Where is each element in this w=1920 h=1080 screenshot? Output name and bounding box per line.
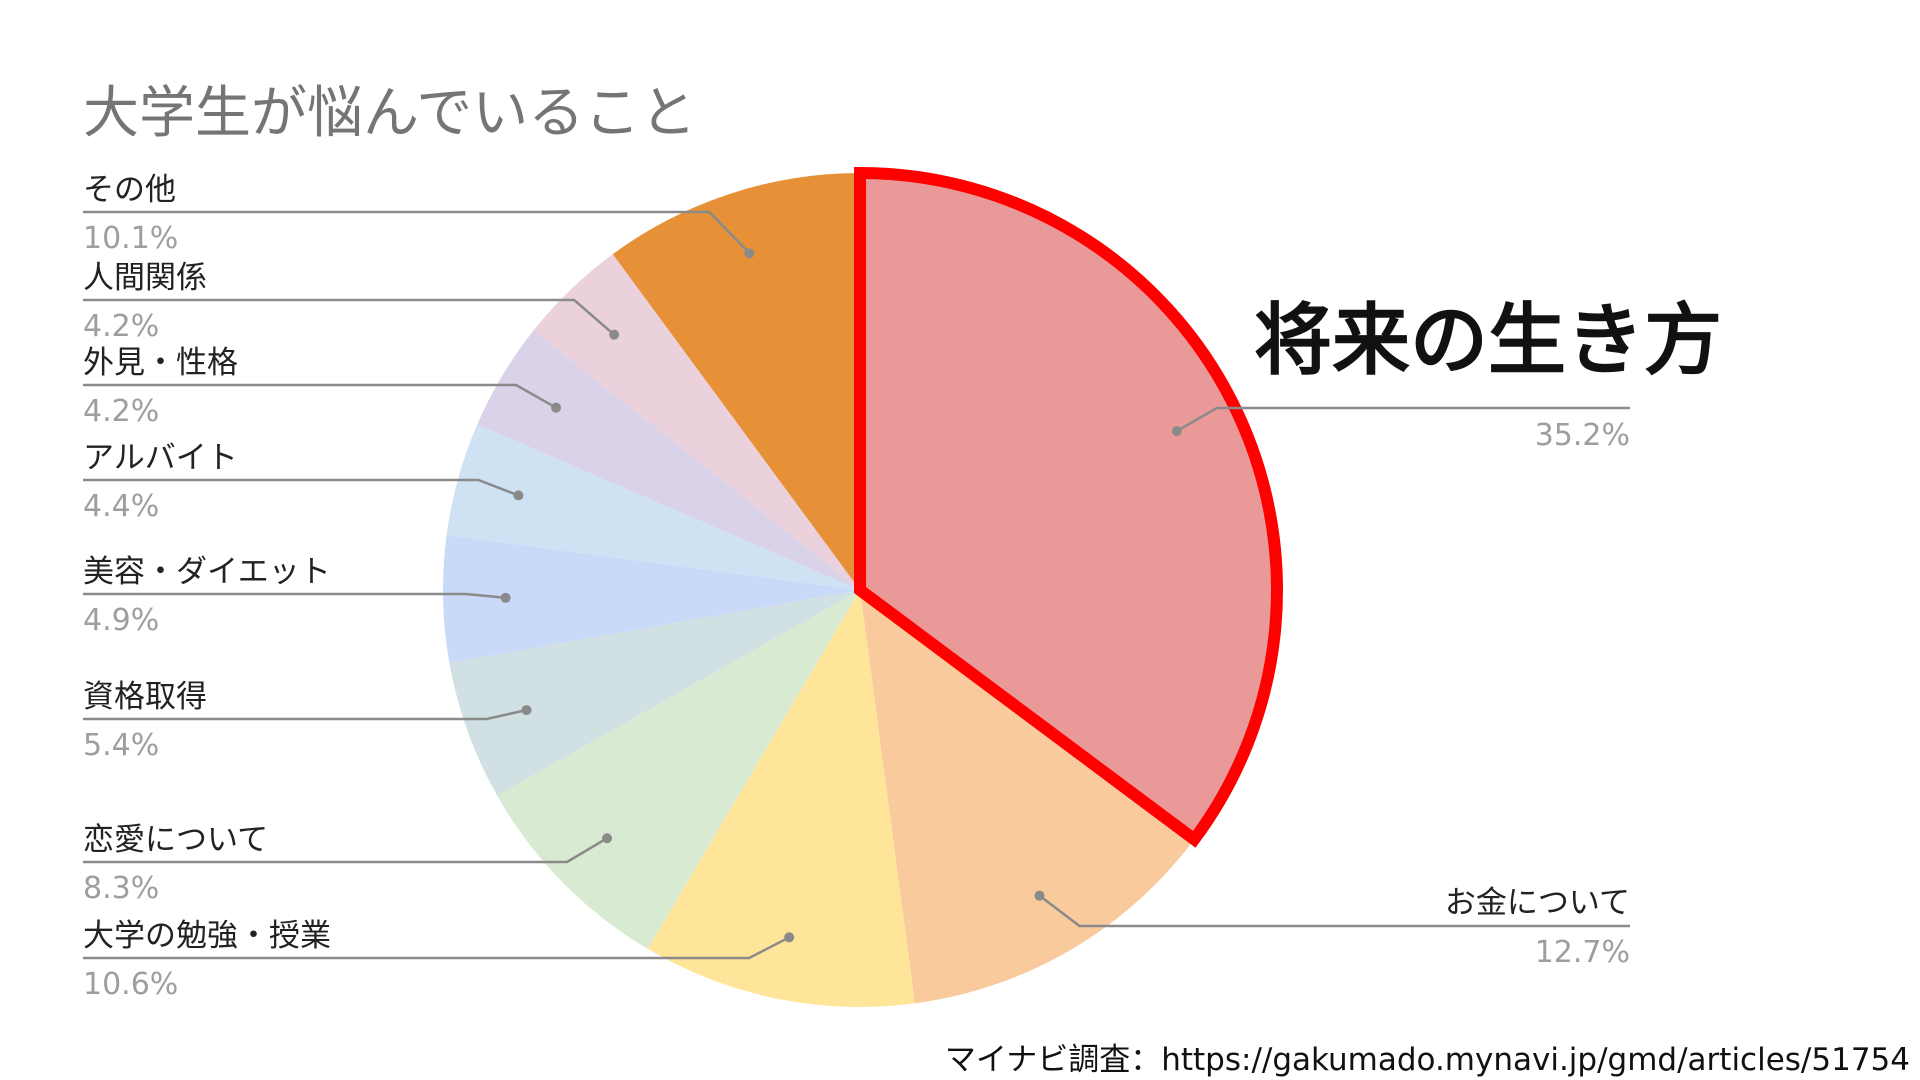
- leader-line: [83, 592, 506, 600]
- category-label: 美容・ダイエット: [83, 554, 331, 590]
- pie-slice: [860, 173, 1277, 840]
- pie-slice: [449, 590, 860, 796]
- pie-slice: [612, 173, 860, 590]
- leader-line: [83, 210, 751, 255]
- leader-line: [83, 478, 519, 497]
- leader-line: [83, 708, 527, 721]
- percent-label: 10.6%: [83, 967, 178, 1002]
- pie-slice: [860, 590, 1195, 1004]
- percent-label: 35.2%: [1535, 418, 1630, 453]
- leader-line: [83, 936, 790, 960]
- category-label: 恋愛について: [83, 822, 268, 858]
- percent-label: 8.3%: [83, 871, 159, 906]
- percent-label: 4.4%: [83, 489, 159, 524]
- leader-line: [83, 298, 615, 336]
- highlight-layer: [854, 166, 1283, 848]
- percent-label: 4.2%: [83, 309, 159, 344]
- percent-label: 12.7%: [1535, 935, 1630, 970]
- pie-slice: [443, 535, 860, 663]
- leader-line: [83, 383, 557, 409]
- category-label: お金について: [1445, 885, 1630, 921]
- leader-line: [1176, 406, 1630, 433]
- percent-label: 5.4%: [83, 728, 159, 763]
- source-note: マイナビ調査：https://gakumado.mynavi.jp/gmd/ar…: [945, 1042, 1910, 1078]
- pie-slice: [497, 590, 860, 949]
- category-label: アルバイト: [83, 440, 238, 476]
- category-label: 人間関係: [83, 260, 207, 296]
- callout-label: 将来の生き方: [1254, 296, 1722, 386]
- percent-label: 4.2%: [83, 394, 159, 429]
- chart-title: 大学生が悩んでいること: [83, 81, 696, 146]
- percent-label: 4.9%: [83, 603, 159, 638]
- leader-line: [83, 837, 608, 864]
- leader-line: [1038, 894, 1630, 928]
- pie-slice: [446, 424, 860, 590]
- category-label: その他: [83, 172, 176, 208]
- pie-slice: [477, 330, 860, 590]
- category-label: 外見・性格: [83, 345, 238, 381]
- pie-slice: [647, 590, 915, 1008]
- percent-label: 10.1%: [83, 221, 178, 256]
- category-label: 大学の勉強・授業: [83, 918, 331, 954]
- highlight-outline: [854, 166, 1283, 848]
- category-label: 資格取得: [83, 679, 207, 715]
- slice-labels: 35.2% お金について 12.7% 大学の勉強・授業 10.6% 恋愛について 8.3% 資…: [83, 172, 1630, 1002]
